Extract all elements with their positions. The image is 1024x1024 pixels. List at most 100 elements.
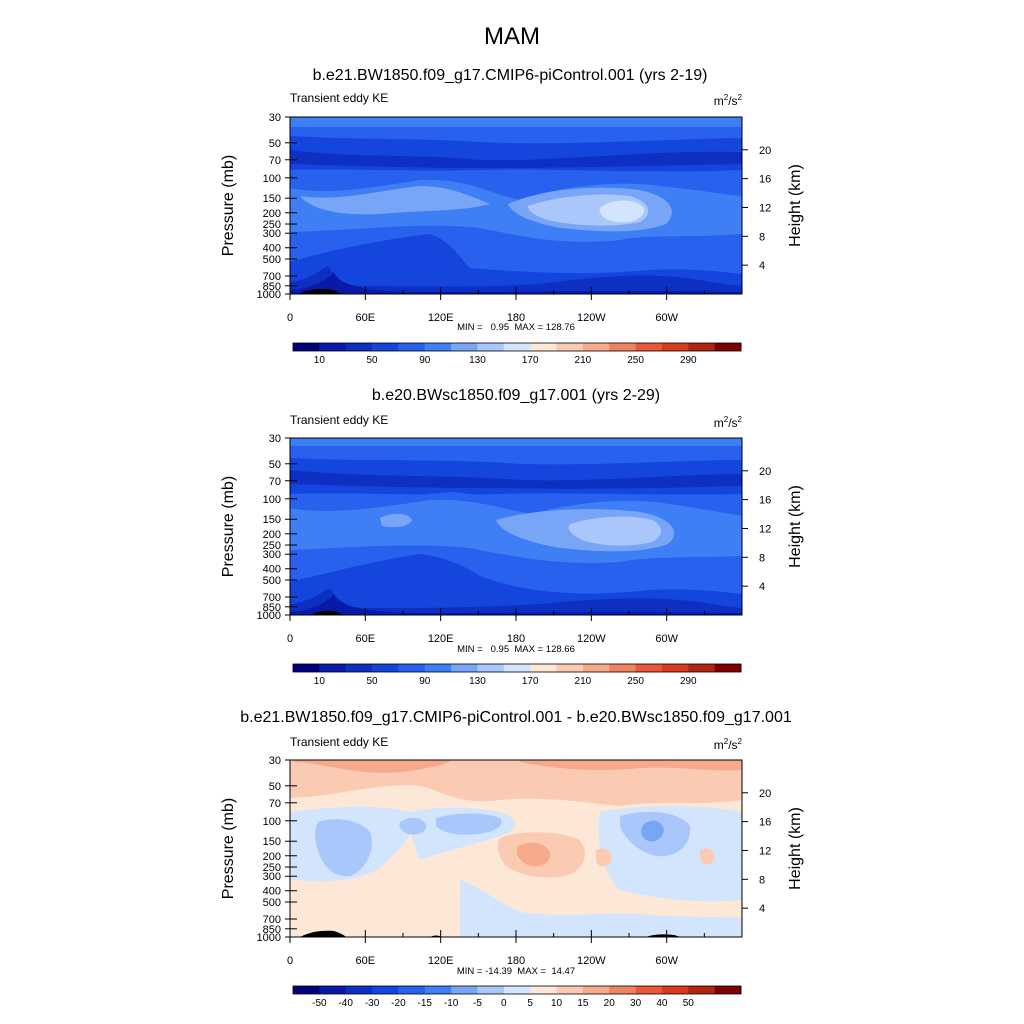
y-tick-label: 100 [263, 816, 281, 828]
colorbar-swatch [345, 343, 373, 351]
colorbar-swatch [424, 986, 452, 994]
contour-band [290, 266, 742, 294]
y-axis-right-label: Height (km) [787, 807, 804, 890]
colorbar-swatch [609, 343, 636, 351]
contour-band [596, 848, 612, 867]
colorbar-label: 290 [680, 676, 697, 687]
colorbar-swatch [609, 986, 636, 994]
colorbar-swatch [477, 986, 505, 994]
y-right-tick-label: 12 [759, 845, 771, 857]
colorbar-swatch [398, 986, 426, 994]
y-tick-label: 50 [269, 781, 281, 793]
variable-label: Transient eddy KE [290, 413, 388, 427]
y-tick-label: 1000 [257, 610, 281, 622]
colorbar-label: 30 [630, 998, 642, 1009]
colorbar-swatch [372, 343, 399, 351]
contour-band [520, 760, 742, 771]
colorbar-swatch [661, 343, 689, 351]
colorbar-swatch [503, 343, 531, 351]
colorbar-label: 90 [419, 676, 431, 687]
min-max-stats: MIN = -14.39 MAX = 14.47 [457, 966, 575, 977]
y-right-tick-label: 20 [759, 788, 771, 800]
x-tick-label: 120E [428, 955, 454, 967]
y-right-tick-label: 20 [759, 466, 771, 478]
colorbar-swatch [635, 986, 663, 994]
colorbar-label: 10 [314, 355, 326, 366]
y-tick-label: 50 [269, 459, 281, 471]
y-tick-label: 850 [263, 924, 281, 936]
x-tick-label: 60E [356, 312, 376, 324]
contour-band [290, 117, 742, 127]
y-tick-label: 400 [263, 564, 281, 576]
colorbar-label: 15 [577, 998, 589, 1009]
colorbar-swatch [530, 343, 557, 351]
colorbar-swatch [372, 664, 399, 672]
colorbar-swatch [530, 664, 557, 672]
colorbar-swatch [688, 343, 716, 351]
y-axis-label: Pressure (mb) [220, 476, 237, 577]
contour-band [568, 516, 661, 546]
units-label: m2/s2 [714, 93, 743, 108]
panel-title: b.e21.BW1850.f09_g17.CMIP6-piControl.001… [313, 67, 708, 84]
y-right-tick-label: 4 [759, 903, 765, 915]
y-tick-label: 50 [269, 138, 281, 150]
colorbar-swatch [372, 986, 399, 994]
colorbar-swatch [293, 986, 320, 994]
x-tick-label: 120E [428, 312, 454, 324]
y-tick-label: 400 [263, 243, 281, 255]
colorbar-label: 130 [469, 676, 486, 687]
colorbar-swatch [530, 986, 557, 994]
colorbar-label: 40 [656, 998, 668, 1009]
colorbar-label: 50 [366, 676, 378, 687]
x-tick-label: 0 [287, 633, 293, 645]
colorbar: 10 50 90 130 170 210 250 290 [292, 342, 742, 366]
y-tick-label: 100 [263, 173, 281, 185]
colorbar-swatch [582, 343, 610, 351]
contour-band [460, 880, 742, 937]
contour-field [290, 117, 742, 294]
colorbar-swatch [714, 664, 742, 672]
x-tick-label: 0 [287, 955, 293, 967]
colorbar-label: -5 [473, 998, 482, 1009]
x-tick-label: 120W [577, 633, 606, 645]
colorbar-swatch [451, 986, 478, 994]
contour-band [599, 200, 645, 223]
colorbar-label: 50 [366, 355, 378, 366]
variable-label: Transient eddy KE [290, 735, 388, 749]
colorbar-swatch [556, 986, 584, 994]
x-tick-label: 60W [655, 955, 678, 967]
y-axis-right: 20 16 12 8 4 [742, 466, 771, 593]
y-tick-label: 500 [263, 897, 281, 909]
colorbar-swatch [293, 343, 320, 351]
colorbar-label: 250 [627, 355, 644, 366]
colorbar-frame [292, 985, 742, 995]
colorbar-swatch [319, 343, 347, 351]
colorbar-label: -30 [365, 998, 380, 1009]
y-right-tick-label: 20 [759, 145, 771, 157]
panel-title: b.e21.BW1850.f09_g17.CMIP6-piControl.001… [240, 709, 792, 726]
y-tick-label: 70 [269, 155, 281, 167]
contour-band [300, 186, 490, 215]
y-right-tick-label: 4 [759, 581, 765, 593]
colorbar-swatch [451, 664, 478, 672]
y-axis-label: Pressure (mb) [220, 798, 237, 899]
contour-band [380, 513, 412, 528]
colorbar-label: -10 [444, 998, 459, 1009]
y-tick-label: 30 [269, 755, 281, 767]
colorbar-label: 10 [314, 676, 326, 687]
y-tick-label: 150 [263, 514, 281, 526]
y-tick-label: 300 [263, 871, 281, 883]
panel-title: b.e20.BWsc1850.f09_g17.001 (yrs 2-29) [372, 387, 660, 404]
colorbar-label: 5 [527, 998, 533, 1009]
x-tick-label: 0 [287, 312, 293, 324]
colorbar-label: 10 [551, 998, 563, 1009]
y-tick-label: 300 [263, 228, 281, 240]
colorbar-swatch [688, 664, 716, 672]
colorbar: 10 50 90 130 170 210 250 290 [292, 663, 742, 687]
y-axis-right-label: Height (km) [787, 485, 804, 568]
x-axis: 0 60E 120E 180 120W 60W [287, 930, 705, 967]
y-right-tick-label: 4 [759, 260, 765, 272]
panel-difference: b.e21.BW1850.f09_g17.CMIP6-piControl.001… [220, 709, 804, 1009]
